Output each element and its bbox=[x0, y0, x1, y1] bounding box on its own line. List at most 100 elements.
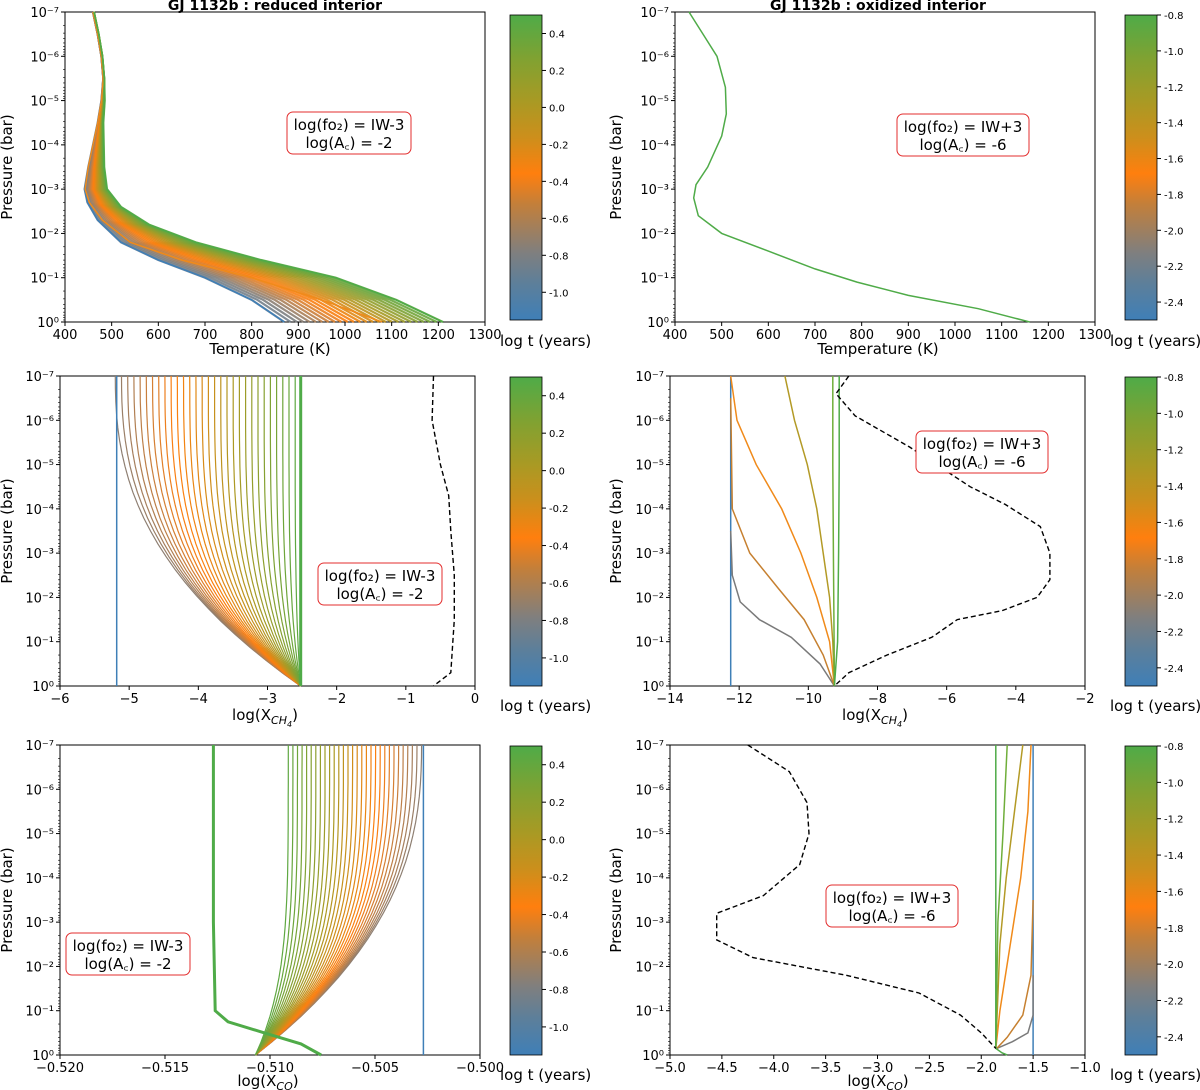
colorbar-tick-label: -2.4 bbox=[1164, 664, 1184, 675]
y-axis-label: Pressure (bar) bbox=[607, 847, 625, 952]
series-line-fan bbox=[176, 375, 302, 687]
x-tick-label: 600 bbox=[756, 328, 781, 343]
x-tick-label: −14 bbox=[656, 692, 683, 707]
y-tick-label: 10⁻² bbox=[635, 591, 664, 606]
x-tick-label: 600 bbox=[146, 328, 171, 343]
colorbar-label: log t (years) bbox=[1110, 1066, 1200, 1084]
y-tick-label: 10⁻¹ bbox=[635, 1005, 664, 1020]
colorbar-gradient bbox=[509, 376, 543, 687]
colorbar-tick-label: -2.0 bbox=[1164, 226, 1184, 237]
colorbar-tick-label: 0.4 bbox=[549, 761, 565, 772]
series-line-fan bbox=[288, 376, 302, 687]
annotation-box: log(fo₂) = IW+3 log(A꜀) = -6 bbox=[825, 884, 959, 928]
x-tick-label: 1300 bbox=[1078, 328, 1111, 343]
series-line-fan bbox=[214, 376, 302, 687]
annotation-line-1: log(fo₂) = IW+3 bbox=[923, 435, 1042, 453]
y-tick-label: 10⁰ bbox=[37, 316, 59, 331]
colorbar-ticks: -1.0 -0.8 -0.6 -0.4 -0.2 0.0 0.2 0.4 bbox=[542, 392, 569, 665]
y-tick-label: 10⁻⁴ bbox=[640, 139, 669, 154]
y-tick-label: 10⁻¹ bbox=[30, 272, 59, 287]
x-tick-label: −2 bbox=[1075, 692, 1094, 707]
colorbar: -1.0 -0.8 -0.6 -0.4 -0.2 0.0 0.2 0.4 log t (yea… bbox=[500, 745, 591, 1084]
x-tick-label: −5 bbox=[120, 692, 139, 707]
series-line-fan bbox=[245, 376, 302, 687]
x-tick-label: −4 bbox=[1006, 692, 1025, 707]
series-line-fan bbox=[254, 745, 312, 1056]
y-tick-label: 10⁻⁶ bbox=[25, 783, 54, 798]
annotation-line-1: log(fo₂) = IW+3 bbox=[833, 889, 952, 907]
annotation-line-2: log(A꜀) = -2 bbox=[336, 585, 423, 603]
colorbar-ticks: -1.0 -0.8 -0.6 -0.4 -0.2 0.0 0.2 0.4 bbox=[542, 29, 569, 299]
series-layer bbox=[688, 11, 1030, 323]
x-tick-label: −1 bbox=[396, 692, 415, 707]
series-line-fan bbox=[220, 376, 302, 687]
x-tick-label: 400 bbox=[663, 328, 688, 343]
series-line-fan bbox=[255, 745, 377, 1056]
y-tick-label: 10⁻¹ bbox=[640, 272, 669, 287]
series-line bbox=[84, 11, 383, 323]
axes-layer: 400 500 600 700 800 900 1000 1100 1200 1300 10⁻⁷ 10… bbox=[640, 6, 1111, 343]
x-tick-label: 1100 bbox=[375, 328, 408, 343]
colorbar-label: log t (years) bbox=[1110, 697, 1200, 715]
series-line-fan bbox=[269, 376, 302, 687]
x-tick-label: −0.520 bbox=[36, 1061, 84, 1076]
series-line-fan bbox=[182, 375, 302, 687]
y-tick-label: 10⁻³ bbox=[25, 916, 54, 931]
series-line-fan bbox=[254, 745, 326, 1056]
colorbar-tick-label: -0.8 bbox=[549, 251, 569, 262]
y-tick-label: 10⁻² bbox=[30, 227, 59, 242]
colorbar-tick-label: -1.4 bbox=[1164, 119, 1184, 130]
plot-frame bbox=[64, 11, 486, 323]
annotation-box: log(fo₂) = IW-3 log(A꜀) = -2 bbox=[286, 111, 412, 155]
x-tick-label: 1000 bbox=[328, 328, 361, 343]
series-line-fan bbox=[254, 745, 331, 1056]
x-tick-label: −3.5 bbox=[810, 1061, 842, 1076]
x-tick-label: −2 bbox=[327, 692, 346, 707]
series-line bbox=[688, 11, 1030, 323]
axes-layer: 400 500 600 700 800 900 1000 1100 1200 1300 10⁻⁷ 10… bbox=[30, 6, 501, 343]
colorbar-tick-label: -1.0 bbox=[1164, 409, 1184, 420]
colorbar-tick-label: 0.4 bbox=[549, 29, 565, 40]
series-line-fan bbox=[254, 745, 335, 1056]
colorbar-tick-label: -0.4 bbox=[549, 911, 569, 922]
y-tick-label: 10⁻⁴ bbox=[635, 503, 664, 518]
colorbar-gradient bbox=[1124, 745, 1158, 1056]
series-line-fan bbox=[207, 376, 302, 687]
colorbar-tick-label: -0.8 bbox=[549, 985, 569, 996]
y-tick-label: 10⁻¹ bbox=[25, 1005, 54, 1020]
annotation-line-1: log(fo₂) = IW-3 bbox=[73, 937, 184, 955]
y-tick-label: 10⁻¹ bbox=[25, 636, 54, 651]
x-tick-label: −6 bbox=[50, 692, 69, 707]
y-tick-label: 10⁻⁷ bbox=[640, 6, 669, 21]
series-line-fan bbox=[254, 745, 344, 1056]
panel-5: −0.520 −0.515 −0.510 −0.505 −0.500 10⁻⁷ 10⁻⁶ 10… bbox=[0, 739, 591, 1090]
colorbar-tick-label: -2.4 bbox=[1164, 1033, 1184, 1044]
colorbar-tick-label: -2.2 bbox=[1164, 996, 1184, 1007]
colorbar-tick-label: -1.0 bbox=[1164, 778, 1184, 789]
colorbar-gradient bbox=[1124, 376, 1158, 687]
y-tick-label: 10⁻² bbox=[25, 591, 54, 606]
y-tick-label: 10⁻⁶ bbox=[640, 50, 669, 65]
y-tick-label: 10⁻² bbox=[635, 960, 664, 975]
x-tick-label: −4 bbox=[189, 692, 208, 707]
colorbar-tick-label: -1.4 bbox=[1164, 851, 1184, 862]
y-tick-label: 10⁻³ bbox=[25, 547, 54, 562]
x-tick-label: 900 bbox=[286, 328, 311, 343]
x-tick-label: −0.510 bbox=[246, 1061, 294, 1076]
series-layer bbox=[211, 744, 425, 1057]
series-line-fan bbox=[127, 375, 302, 687]
y-tick-label: 10⁻⁵ bbox=[635, 459, 664, 474]
annotation-line-1: log(fo₂) = IW-3 bbox=[325, 567, 436, 585]
x-tick-label: −12 bbox=[725, 692, 752, 707]
colorbar-label: log t (years) bbox=[500, 697, 591, 715]
series-line-fan bbox=[255, 745, 386, 1056]
series-line-fan bbox=[133, 375, 302, 687]
x-axis-label: log(XCH4) bbox=[232, 706, 298, 729]
y-axis-label: Pressure (bar) bbox=[0, 478, 16, 583]
colorbar-gradient bbox=[1124, 14, 1158, 321]
annotation-line-2: log(A꜀) = -2 bbox=[305, 134, 392, 152]
series-layer bbox=[716, 744, 1034, 1056]
y-tick-label: 10⁻³ bbox=[635, 916, 664, 931]
y-tick-label: 10⁻⁴ bbox=[30, 139, 59, 154]
